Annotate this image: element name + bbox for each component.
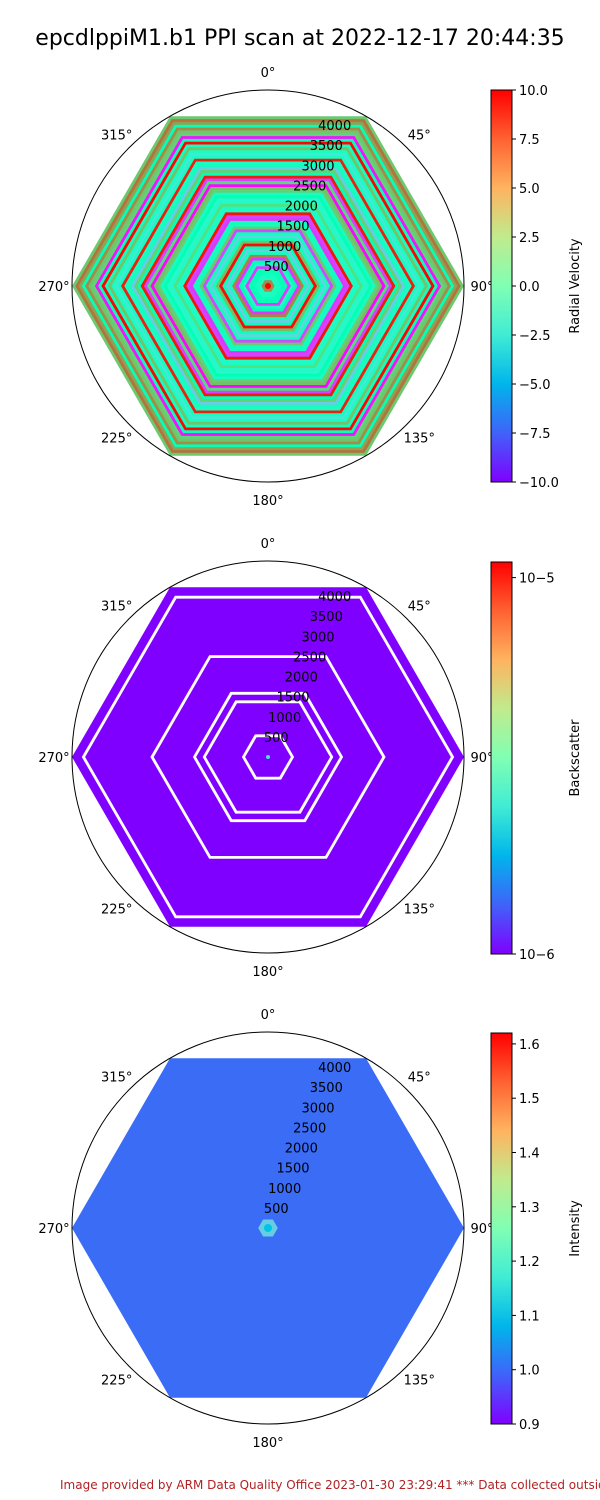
r-tick-label: 1500 bbox=[276, 220, 309, 235]
r-tick-label: 3000 bbox=[301, 630, 334, 645]
footer-note: Image provided by ARM Data Quality Offic… bbox=[60, 1478, 600, 1492]
theta-label: 90° bbox=[470, 751, 493, 766]
r-tick-label: 500 bbox=[264, 731, 289, 746]
theta-label: 315° bbox=[101, 129, 132, 144]
colorbar-label: Radial Velocity bbox=[568, 238, 583, 334]
colorbar-tick-label: 0.0 bbox=[519, 280, 540, 295]
colorbar-tick-label: 1.2 bbox=[519, 1255, 540, 1270]
theta-label: 0° bbox=[261, 537, 276, 552]
theta-label: 225° bbox=[101, 902, 132, 917]
r-tick-label: 1000 bbox=[268, 240, 301, 255]
colorbar-tick-label: 1.3 bbox=[519, 1201, 540, 1216]
r-tick-label: 2500 bbox=[293, 1121, 326, 1136]
colorbar-bar bbox=[490, 561, 513, 955]
colorbar-tick-label: 1.4 bbox=[519, 1147, 540, 1162]
colorbar-tick-label: −7.5 bbox=[519, 427, 551, 442]
data-field-1 bbox=[72, 116, 464, 456]
theta-label: 225° bbox=[101, 431, 132, 446]
r-tick-label: 4000 bbox=[318, 1061, 351, 1076]
polar-panel-3: 0° 45° 90° 135° 180° 225° 270° 315° 500 1000 1500 2… bbox=[38, 1008, 583, 1451]
theta-label: 135° bbox=[404, 902, 435, 917]
theta-label: 315° bbox=[101, 600, 132, 615]
r-tick-label: 1000 bbox=[268, 711, 301, 726]
colorbar-tick-label: 0.9 bbox=[519, 1418, 540, 1433]
r-tick-label: 2500 bbox=[293, 650, 326, 665]
theta-label: 270° bbox=[38, 1222, 69, 1237]
r-tick-label: 500 bbox=[264, 1202, 289, 1217]
polar-panel-1: 0° 45° 90° 135° 180° 225° 270° 315° 500 1000 1500 2… bbox=[38, 66, 583, 509]
theta-label: 90° bbox=[470, 1222, 493, 1237]
r-tick-label: 3000 bbox=[301, 1101, 334, 1116]
theta-label: 225° bbox=[101, 1373, 132, 1388]
polar-panel-2: 0° 45° 90° 135° 180° 225° 270° 315° 500 1000 1500 2… bbox=[38, 537, 583, 980]
colorbar-tick-label: −2.5 bbox=[519, 329, 551, 344]
center-spot bbox=[264, 1224, 272, 1232]
data-field-3 bbox=[72, 1058, 464, 1398]
colorbar-tick-label: 2.5 bbox=[519, 231, 540, 246]
colorbar-3: 0.9 1.0 1.1 1.2 1.3 1.4 1.5 1.6 Intensity bbox=[490, 1032, 583, 1433]
theta-label: 45° bbox=[408, 1071, 431, 1086]
data-field-2 bbox=[72, 587, 464, 927]
colorbar-tick-label: 1.0 bbox=[519, 1364, 540, 1379]
r-tick-label: 2000 bbox=[285, 1142, 318, 1157]
theta-label: 180° bbox=[252, 494, 283, 509]
r-tick-label: 3500 bbox=[310, 139, 343, 154]
colorbar-tick-label: 10−5 bbox=[519, 572, 555, 587]
r-tick-label: 2000 bbox=[285, 200, 318, 215]
r-tick-label: 500 bbox=[264, 260, 289, 275]
colorbar-label: Backscatter bbox=[568, 719, 583, 797]
r-tick-label: 3500 bbox=[310, 610, 343, 625]
r-tick-label: 2000 bbox=[285, 671, 318, 686]
colorbar-bar bbox=[490, 89, 513, 483]
colorbar-tick-label: 7.5 bbox=[519, 133, 540, 148]
colorbar-2: 10−6 10−5 Backscatter bbox=[490, 561, 583, 963]
theta-label: 45° bbox=[408, 600, 431, 615]
center-spot bbox=[266, 755, 270, 759]
theta-label: 270° bbox=[38, 280, 69, 295]
center-spot bbox=[265, 283, 271, 289]
colorbar-tick-label: 10.0 bbox=[519, 84, 548, 99]
colorbar-bar bbox=[490, 1032, 513, 1425]
colorbar-label: Intensity bbox=[568, 1200, 583, 1257]
colorbar-tick-label: 1.6 bbox=[519, 1038, 540, 1053]
theta-label: 135° bbox=[404, 431, 435, 446]
colorbar-tick-label: 1.1 bbox=[519, 1309, 540, 1324]
r-tick-label: 4000 bbox=[318, 119, 351, 134]
colorbar-tick-label: −10.0 bbox=[519, 476, 559, 491]
polar-axis-circle bbox=[71, 89, 465, 483]
theta-label: 45° bbox=[408, 129, 431, 144]
r-tick-label: 4000 bbox=[318, 590, 351, 605]
colorbar-1: −10.0 −7.5 −5.0 −2.5 0.0 2.5 5.0 7.5 10.0 Radial … bbox=[490, 84, 583, 491]
theta-label: 180° bbox=[252, 1436, 283, 1451]
theta-label: 315° bbox=[101, 1071, 132, 1086]
r-tick-label: 1500 bbox=[276, 1162, 309, 1177]
colorbar-tick-label: 5.0 bbox=[519, 182, 540, 197]
theta-label: 180° bbox=[252, 965, 283, 980]
r-tick-label: 3000 bbox=[301, 159, 334, 174]
r-tick-label: 1000 bbox=[268, 1182, 301, 1197]
theta-label: 135° bbox=[404, 1373, 435, 1388]
page-title: epcdlppiM1.b1 PPI scan at 2022-12-17 20:… bbox=[35, 26, 565, 51]
colorbar-tick-label: 10−6 bbox=[519, 948, 555, 963]
theta-label: 0° bbox=[261, 1008, 276, 1023]
theta-label: 0° bbox=[261, 66, 276, 81]
polar-axis-circle bbox=[71, 1031, 465, 1425]
theta-label: 90° bbox=[470, 280, 493, 295]
polar-axis-circle bbox=[71, 560, 465, 954]
colorbar-tick-label: −5.0 bbox=[519, 378, 551, 393]
r-tick-label: 1500 bbox=[276, 691, 309, 706]
colorbar-tick-label: 1.5 bbox=[519, 1092, 540, 1107]
r-tick-label: 3500 bbox=[310, 1081, 343, 1096]
theta-label: 270° bbox=[38, 751, 69, 766]
r-tick-label: 2500 bbox=[293, 179, 326, 194]
